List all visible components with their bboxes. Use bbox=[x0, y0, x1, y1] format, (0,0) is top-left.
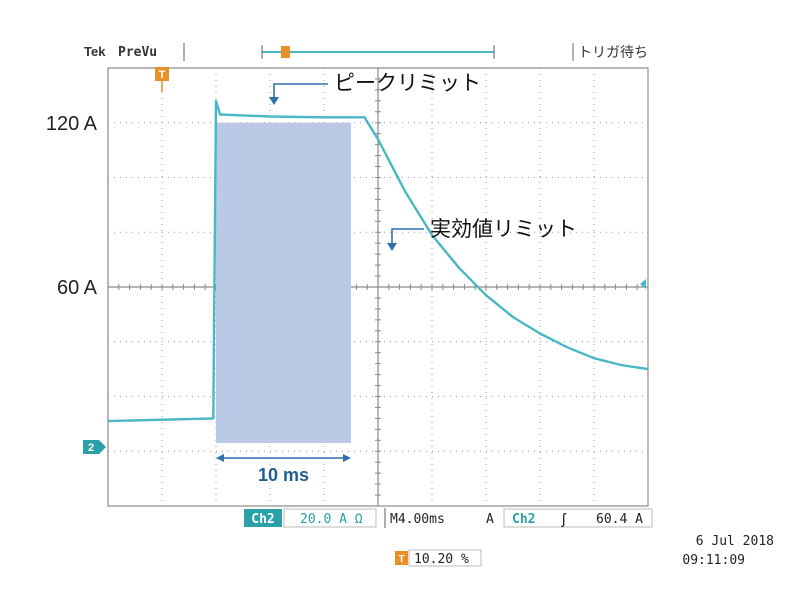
trigger-marker-icon: T bbox=[155, 67, 169, 92]
record-position-bar bbox=[261, 45, 495, 59]
trigger-position-box bbox=[408, 549, 482, 567]
duration-label: 10 ms bbox=[258, 465, 309, 485]
status-bar-trigger-prefix: A bbox=[486, 512, 494, 527]
rms-limit-callout bbox=[387, 228, 424, 251]
status-bar-scale: 20.0 A Ω bbox=[300, 512, 363, 527]
peak-limit-label: ピークリミット bbox=[334, 72, 481, 95]
trigger-position-value: 10.20 % bbox=[414, 552, 469, 567]
status-bar-time: 09:11:09 bbox=[682, 553, 745, 568]
status-bar-scale-box bbox=[283, 508, 377, 528]
status-bar-channel: Ch2 bbox=[251, 512, 274, 527]
status-bar-trigger-channel: Ch2 bbox=[512, 512, 535, 527]
status-bar-channel-badge bbox=[244, 509, 282, 527]
trigger-status: トリガ待ち bbox=[578, 44, 648, 60]
status-bar-timebase: M4.00ms bbox=[390, 512, 445, 527]
y-axis-label-120a: 120 A bbox=[46, 113, 98, 135]
peak-limit-callout bbox=[269, 83, 328, 105]
channel-2-marker-icon: 2 bbox=[83, 440, 106, 454]
trigger-position-icon-box bbox=[395, 551, 408, 565]
status-bar-trigger-box bbox=[503, 508, 653, 528]
channel-2-marker-label: 2 bbox=[88, 442, 94, 454]
status-bar-trigger-slope-icon: ʃ bbox=[561, 511, 567, 528]
duration-arrow bbox=[216, 454, 351, 462]
ten-ms-shaded-region bbox=[216, 122, 351, 443]
trigger-position-icon: T bbox=[398, 554, 404, 565]
y-axis-label-60a: 60 A bbox=[57, 277, 98, 299]
ch2-current-trace bbox=[107, 99, 649, 423]
status-bar-trigger-level: 60.4 A bbox=[596, 512, 643, 527]
graticule-frame bbox=[107, 67, 649, 507]
status-bar-date: 6 Jul 2018 bbox=[696, 534, 774, 549]
brand-label: Tek bbox=[84, 44, 106, 59]
prevu-label: PreVu bbox=[118, 45, 157, 60]
rms-limit-label: 実効値リミット bbox=[430, 218, 577, 241]
trigger-marker-label: T bbox=[159, 69, 166, 81]
graticule bbox=[107, 67, 649, 507]
trigger-level-marker-icon bbox=[640, 279, 646, 289]
